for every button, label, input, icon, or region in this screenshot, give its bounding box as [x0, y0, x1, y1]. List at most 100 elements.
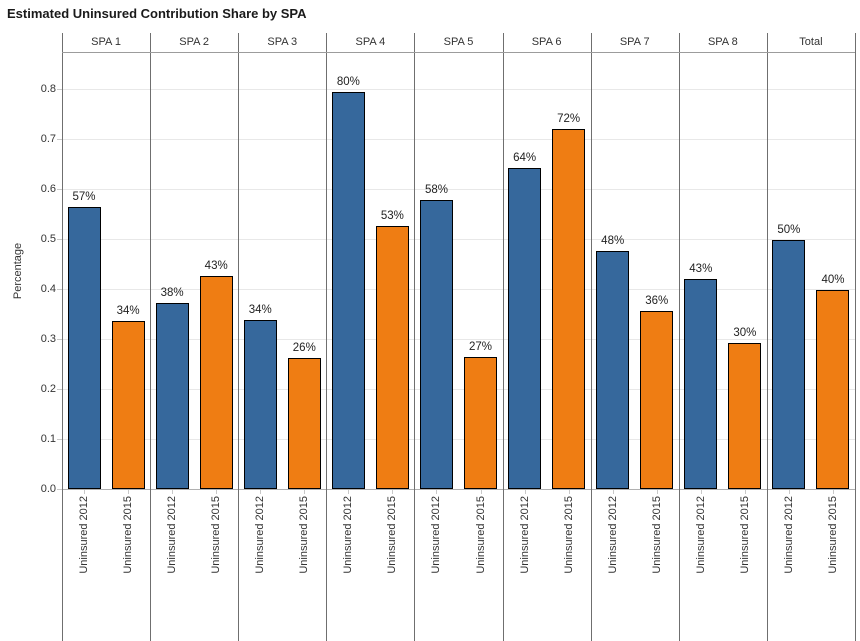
y-tick-label-0.8: 0.8 — [40, 83, 56, 95]
bar-value-label-spa-7-uninsured-2012: 48% — [601, 235, 625, 247]
x-tick-mark-spa-7-uninsured-2015 — [656, 490, 658, 494]
panel-header-spa-2: SPA 2 — [179, 36, 210, 48]
y-tick-label-0.3: 0.3 — [40, 333, 56, 345]
bar-value-label-total-uninsured-2015: 40% — [821, 274, 845, 286]
panel-divider-1 — [150, 33, 152, 641]
bar-spa-6-uninsured-2012[interactable] — [508, 168, 542, 489]
panel-header-spa-1: SPA 1 — [91, 36, 121, 48]
panel-header-total: Total — [799, 36, 823, 48]
bar-spa-2-uninsured-2015[interactable] — [199, 276, 233, 489]
bar-value-label-spa-8-uninsured-2012: 43% — [689, 262, 713, 275]
bar-spa-4-uninsured-2015[interactable] — [375, 226, 409, 489]
bar-spa-8-uninsured-2012[interactable] — [684, 278, 718, 489]
y-tick-label-0.2: 0.2 — [40, 383, 56, 395]
panel-divider-5 — [502, 33, 504, 641]
chart-title: Estimated Uninsured Contribution Share b… — [7, 6, 307, 21]
bar-value-label-spa-6-uninsured-2012: 64% — [513, 152, 537, 164]
x-tick-mark-spa-2-uninsured-2015 — [216, 490, 218, 494]
x-tick-label-spa-5-uninsured-2012: Uninsured 2012 — [430, 496, 443, 574]
x-tick-mark-total-uninsured-2012 — [788, 490, 790, 494]
x-tick-mark-total-uninsured-2015 — [832, 490, 834, 494]
bar-value-label-spa-2-uninsured-2015: 43% — [204, 260, 228, 272]
y-tick-label-0.4: 0.4 — [40, 283, 56, 295]
gridline-0.7 — [62, 139, 855, 140]
bar-value-label-total-uninsured-2012: 50% — [777, 224, 801, 236]
x-tick-mark-spa-8-uninsured-2012 — [700, 490, 702, 494]
x-tick-label-spa-4-uninsured-2012: Uninsured 2012 — [342, 496, 355, 574]
y-axis-title: Percentage — [12, 242, 24, 300]
panel-header-spa-5: SPA 5 — [443, 36, 474, 48]
x-tick-label-spa-3-uninsured-2015: Uninsured 2015 — [298, 496, 311, 574]
x-tick-label-total-uninsured-2012: Uninsured 2012 — [782, 496, 795, 574]
x-tick-label-spa-5-uninsured-2015: Uninsured 2015 — [474, 496, 487, 574]
x-tick-mark-spa-3-uninsured-2012 — [260, 490, 262, 494]
y-tick-mark-0.0 — [57, 489, 62, 490]
x-tick-label-spa-8-uninsured-2012: Uninsured 2012 — [694, 496, 707, 574]
y-tick-label-0.1: 0.1 — [40, 433, 56, 445]
y-tick-mark-0.1 — [57, 439, 62, 440]
bar-total-uninsured-2015[interactable] — [816, 290, 850, 489]
y-tick-mark-0.6 — [57, 189, 62, 190]
panel-header-spa-7: SPA 7 — [619, 36, 650, 48]
x-tick-mark-spa-7-uninsured-2012 — [612, 490, 614, 494]
gridline-0.2 — [62, 389, 855, 390]
panel-divider-0 — [62, 33, 63, 641]
bar-spa-3-uninsured-2012[interactable] — [243, 320, 277, 489]
x-tick-mark-spa-8-uninsured-2015 — [744, 490, 746, 494]
panel-divider-7 — [678, 33, 680, 641]
x-tick-label-spa-1-uninsured-2015: Uninsured 2015 — [122, 496, 135, 574]
y-tick-label-0.5: 0.5 — [40, 233, 56, 245]
bar-spa-4-uninsured-2012[interactable] — [331, 92, 365, 489]
bar-spa-5-uninsured-2012[interactable] — [419, 200, 453, 489]
y-tick-mark-0.8 — [57, 89, 62, 90]
y-tick-mark-0.2 — [57, 389, 62, 390]
bar-spa-1-uninsured-2015[interactable] — [111, 321, 145, 489]
x-tick-label-spa-6-uninsured-2012: Uninsured 2012 — [518, 496, 531, 574]
x-tick-mark-spa-6-uninsured-2015 — [568, 490, 570, 494]
x-tick-label-spa-7-uninsured-2012: Uninsured 2012 — [606, 496, 619, 574]
panel-divider-2 — [238, 33, 240, 641]
gridline-0.5 — [62, 239, 855, 240]
bar-value-label-spa-1-uninsured-2015: 34% — [116, 305, 140, 317]
x-tick-label-spa-1-uninsured-2012: Uninsured 2012 — [78, 496, 91, 574]
bar-total-uninsured-2012[interactable] — [772, 240, 806, 489]
x-tick-label-spa-2-uninsured-2015: Uninsured 2015 — [210, 496, 223, 574]
y-tick-label-0.7: 0.7 — [40, 133, 56, 145]
bar-value-label-spa-1-uninsured-2012: 57% — [72, 190, 96, 203]
bar-spa-7-uninsured-2015[interactable] — [640, 311, 674, 489]
gridline-0.6 — [62, 189, 855, 190]
x-tick-mark-spa-5-uninsured-2015 — [480, 490, 482, 494]
bar-value-label-spa-6-uninsured-2015: 72% — [557, 112, 581, 125]
bar-spa-8-uninsured-2015[interactable] — [728, 343, 762, 489]
gridline-0.3 — [62, 339, 855, 340]
x-axis-baseline — [62, 489, 855, 490]
y-tick-label-0.0: 0.0 — [40, 483, 56, 495]
bar-spa-5-uninsured-2015[interactable] — [464, 356, 498, 489]
y-tick-mark-0.7 — [57, 139, 62, 140]
bar-spa-1-uninsured-2012[interactable] — [67, 206, 101, 489]
gridline-0.1 — [62, 439, 855, 440]
x-tick-label-spa-6-uninsured-2015: Uninsured 2015 — [562, 496, 575, 574]
panel-divider-8 — [766, 33, 768, 641]
x-tick-label-spa-8-uninsured-2015: Uninsured 2015 — [738, 496, 751, 574]
bar-spa-7-uninsured-2012[interactable] — [596, 251, 630, 489]
bar-value-label-spa-4-uninsured-2015: 53% — [380, 210, 404, 222]
bar-spa-2-uninsured-2012[interactable] — [155, 303, 189, 489]
bar-value-label-spa-5-uninsured-2015: 27% — [469, 340, 493, 353]
bar-value-label-spa-3-uninsured-2012: 34% — [248, 304, 272, 316]
x-tick-label-spa-2-uninsured-2012: Uninsured 2012 — [166, 496, 179, 574]
bar-spa-6-uninsured-2015[interactable] — [552, 128, 586, 489]
gridline-0.8 — [62, 89, 855, 90]
header-underline — [62, 52, 855, 53]
x-tick-mark-spa-3-uninsured-2015 — [304, 490, 306, 494]
panel-divider-9 — [855, 33, 856, 641]
bar-spa-3-uninsured-2015[interactable] — [287, 358, 321, 489]
panel-divider-6 — [590, 33, 592, 641]
y-tick-mark-0.4 — [57, 289, 62, 290]
x-tick-mark-spa-5-uninsured-2012 — [436, 490, 438, 494]
y-tick-label-0.6: 0.6 — [40, 183, 56, 195]
panel-header-spa-3: SPA 3 — [267, 36, 298, 48]
panel-header-spa-8: SPA 8 — [707, 36, 738, 48]
x-tick-label-spa-3-uninsured-2012: Uninsured 2012 — [254, 496, 267, 574]
